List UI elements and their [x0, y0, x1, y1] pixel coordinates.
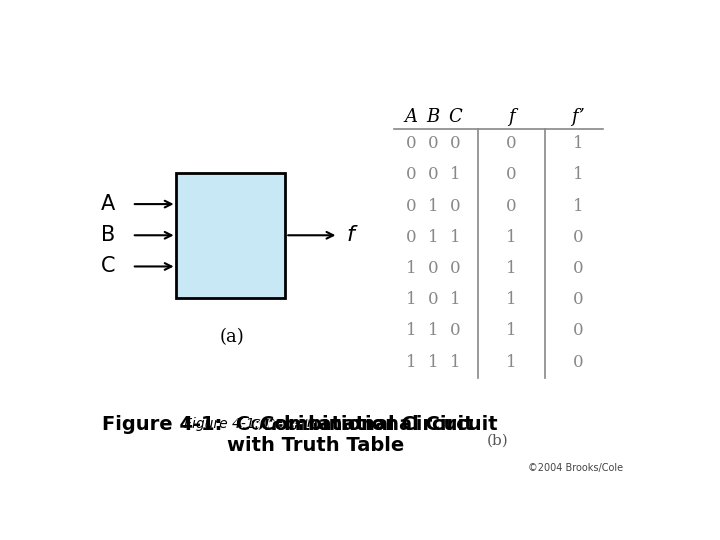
- Text: 0: 0: [405, 166, 416, 184]
- Text: 0: 0: [506, 198, 517, 215]
- Text: 1: 1: [428, 229, 438, 246]
- Text: 0: 0: [573, 229, 584, 246]
- Text: Figure 4-1:  Combinational Circuit: Figure 4-1: Combinational Circuit: [102, 415, 474, 434]
- Text: 1: 1: [573, 198, 584, 215]
- Text: 1: 1: [405, 260, 416, 277]
- Text: 1: 1: [428, 354, 438, 370]
- Text: 1: 1: [428, 198, 438, 215]
- Text: 1: 1: [506, 354, 517, 370]
- Text: 1: 1: [506, 229, 517, 246]
- Text: f: f: [347, 225, 354, 245]
- Text: C: C: [449, 108, 462, 126]
- Text: f: f: [508, 108, 515, 126]
- Text: Figure 4-1:: Figure 4-1:: [240, 417, 316, 431]
- Text: 0: 0: [450, 198, 461, 215]
- Text: 0: 0: [428, 166, 438, 184]
- Text: 1: 1: [506, 291, 517, 308]
- Text: 1: 1: [450, 166, 461, 184]
- Text: 0: 0: [450, 260, 461, 277]
- Text: 0: 0: [405, 198, 416, 215]
- Text: C: C: [101, 256, 115, 276]
- Text: with Truth Table: with Truth Table: [228, 436, 405, 455]
- Text: 0: 0: [506, 136, 517, 152]
- Text: 0: 0: [405, 229, 416, 246]
- Text: f’: f’: [572, 108, 585, 126]
- Text: B: B: [426, 108, 440, 126]
- Text: 1: 1: [450, 229, 461, 246]
- Text: Figure 4-1:: Figure 4-1:: [184, 417, 259, 431]
- Text: ©2004 Brooks/Cole: ©2004 Brooks/Cole: [528, 463, 623, 473]
- Text: 0: 0: [428, 260, 438, 277]
- Text: 1: 1: [405, 354, 416, 370]
- Text: 0: 0: [428, 136, 438, 152]
- Text: 0: 0: [573, 354, 584, 370]
- Text: B: B: [101, 225, 115, 245]
- Text: 1: 1: [506, 260, 517, 277]
- Text: A: A: [405, 108, 418, 126]
- Text: 1: 1: [573, 136, 584, 152]
- Text: (b): (b): [487, 434, 508, 448]
- Text: 0: 0: [450, 322, 461, 340]
- Text: 0: 0: [573, 322, 584, 340]
- Text: A: A: [101, 194, 115, 214]
- Text: 1: 1: [428, 322, 438, 340]
- Text: 0: 0: [428, 291, 438, 308]
- Text: 0: 0: [573, 260, 584, 277]
- Text: 0: 0: [506, 166, 517, 184]
- Text: Combinational Circuit: Combinational Circuit: [260, 415, 498, 434]
- Text: 1: 1: [450, 354, 461, 370]
- Text: 0: 0: [573, 291, 584, 308]
- Text: 0: 0: [405, 136, 416, 152]
- Text: 1: 1: [450, 291, 461, 308]
- Text: 1: 1: [405, 322, 416, 340]
- Text: 1: 1: [506, 322, 517, 340]
- Text: 1: 1: [573, 166, 584, 184]
- Text: 0: 0: [450, 136, 461, 152]
- Bar: [176, 173, 285, 298]
- Text: (a): (a): [220, 328, 245, 346]
- Text: 1: 1: [405, 291, 416, 308]
